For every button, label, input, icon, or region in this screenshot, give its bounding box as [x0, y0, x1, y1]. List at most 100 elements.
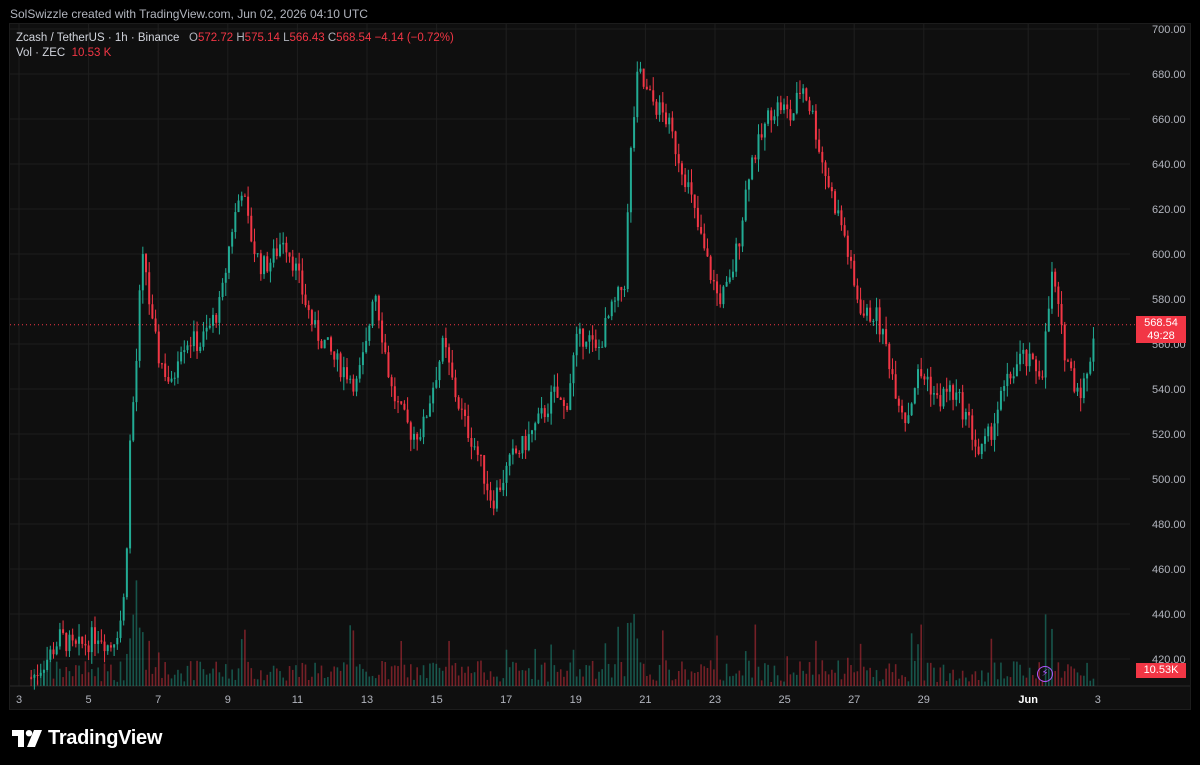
volume-bar: [432, 662, 434, 686]
volume-bar: [441, 670, 444, 686]
volume-bar: [572, 649, 575, 686]
candle-body: [936, 393, 939, 396]
volume-bar: [898, 678, 900, 686]
price-chart[interactable]: 700.00 680.00 660.00 640.00 620.00 600.00 580.…: [10, 24, 1190, 710]
volume-bar: [735, 673, 737, 686]
volume-title[interactable]: Vol · ZEC: [16, 47, 66, 59]
volume-bar: [126, 653, 128, 686]
bar-countdown: 49:28: [1147, 330, 1175, 342]
volume-bar: [362, 668, 364, 686]
volume-bar: [550, 644, 552, 686]
volume-bar: [754, 624, 757, 686]
candle-body: [310, 310, 313, 325]
volume-bar: [901, 675, 903, 686]
volume-bar: [87, 672, 90, 686]
candle-body: [757, 134, 760, 160]
candle-body: [141, 254, 144, 291]
candle-body: [798, 92, 801, 94]
candle-body: [1028, 353, 1031, 367]
candle-body: [546, 413, 549, 418]
volume-bar: [655, 680, 658, 686]
candle-body: [1057, 286, 1060, 305]
symbol-title[interactable]: Zcash / TetherUS · 1h · Binance: [16, 32, 180, 44]
volume-bar: [119, 661, 122, 686]
volume-bar: [68, 671, 71, 686]
candle-body: [345, 367, 348, 380]
candle-body: [196, 331, 199, 351]
chart-pane[interactable]: [9, 23, 1191, 710]
volume-bar: [636, 638, 639, 686]
candle-body: [741, 220, 744, 247]
volume-bar: [307, 679, 310, 686]
volume-bar: [269, 671, 272, 686]
y-tick-label: 600.00: [1152, 249, 1186, 261]
volume-bar: [1041, 680, 1044, 686]
candle-body: [397, 401, 400, 403]
volume-bar: [799, 661, 801, 686]
volume-bar: [505, 649, 508, 686]
x-tick-label: 25: [778, 694, 790, 706]
candle-body: [885, 329, 888, 345]
volume-bar: [237, 668, 240, 686]
brand-name: TradingView: [48, 727, 163, 749]
volume-bar: [186, 665, 189, 686]
candle-body: [958, 392, 961, 394]
candle-body: [735, 243, 738, 272]
candle-body: [945, 388, 948, 392]
volume-bar: [783, 681, 785, 686]
candle-body: [582, 328, 585, 347]
candle-body: [176, 361, 179, 378]
candle-body: [221, 282, 224, 298]
candle-body: [1066, 360, 1069, 362]
volume-bar: [693, 672, 696, 686]
volume-bar: [639, 662, 642, 686]
candle-body: [553, 386, 556, 392]
candle-body: [486, 483, 489, 491]
volume-bar: [1016, 661, 1018, 686]
candle-body: [371, 301, 374, 326]
candle-body: [403, 403, 406, 410]
volume-bar: [454, 663, 457, 686]
tradingview-logo[interactable]: TradingView: [12, 727, 162, 750]
volume-bar: [492, 676, 495, 686]
candle-body: [569, 383, 572, 410]
candle-body: [425, 416, 428, 418]
candle-body: [272, 248, 275, 263]
candle-body: [591, 335, 594, 340]
candle-body: [412, 433, 415, 440]
volume-bar: [623, 676, 626, 686]
candle-body: [135, 360, 138, 403]
candle-body: [850, 256, 853, 261]
volume-bar: [665, 660, 667, 686]
y-tick-label: 580.00: [1152, 294, 1186, 306]
volume-bar: [291, 669, 294, 686]
candle-body: [719, 293, 722, 305]
candle-body: [1079, 387, 1082, 399]
candle-body: [811, 110, 814, 112]
volume-bar: [827, 674, 830, 686]
candle-body: [824, 162, 827, 177]
candle-body: [71, 634, 74, 641]
candle-body: [1076, 387, 1079, 392]
volume-bar: [556, 671, 559, 686]
volume-bar: [652, 679, 655, 686]
lightning-icon[interactable]: ⚡: [1037, 666, 1053, 682]
volume-bar: [240, 639, 243, 686]
volume-bar: [1051, 628, 1053, 686]
candle-body: [279, 244, 281, 256]
volume-bar: [834, 672, 836, 686]
volume-bar: [802, 670, 804, 686]
volume-bar: [55, 661, 58, 686]
candle-body: [304, 294, 307, 306]
volume-bar: [942, 664, 945, 686]
volume-bar: [177, 669, 179, 686]
candle-body: [1031, 353, 1034, 360]
volume-bar: [914, 660, 916, 686]
volume-bar: [534, 648, 536, 686]
candle-body: [97, 640, 100, 644]
volume-bar: [773, 665, 776, 686]
volume-bar: [406, 677, 409, 686]
candle-body: [983, 436, 986, 444]
volume-bar: [256, 679, 259, 686]
candle-body: [744, 189, 747, 221]
